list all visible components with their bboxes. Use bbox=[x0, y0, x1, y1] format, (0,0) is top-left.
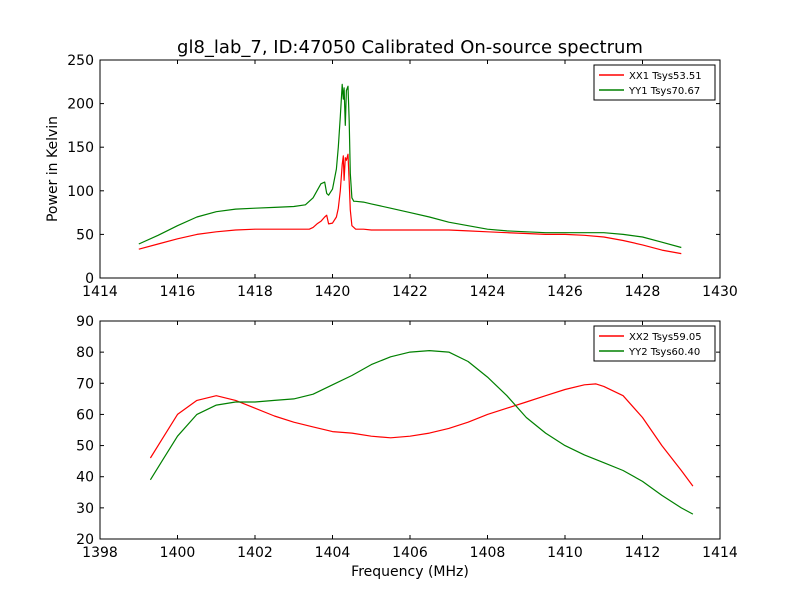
y-tick-label: 80 bbox=[76, 345, 94, 361]
series-line-yy1 bbox=[138, 83, 682, 249]
x-tick-label: 1404 bbox=[315, 545, 351, 561]
y-tick-label: 30 bbox=[76, 501, 94, 517]
legend-entry-label: YY2 Tsys60.40 bbox=[628, 347, 700, 358]
y-axis-label: Power in Kelvin bbox=[45, 116, 61, 222]
y-tick-label: 100 bbox=[67, 184, 94, 200]
x-tick-label: 1400 bbox=[160, 545, 196, 561]
x-tick-label: 1420 bbox=[315, 284, 351, 300]
bottom-spectrum-plot: 1398 1400 1402 1404 1406 1408 1410 1412 1414 20 30… bbox=[76, 314, 738, 580]
legend-box bbox=[593, 64, 716, 101]
x-tick-label: 1414 bbox=[82, 284, 118, 300]
x-tick-label: 1416 bbox=[160, 284, 196, 300]
x-tick-label: 1412 bbox=[625, 545, 661, 561]
x-tick-label: 1426 bbox=[547, 284, 583, 300]
legend-entry-label: YY1 Tsys70.67 bbox=[628, 86, 700, 97]
x-tick-label: 1406 bbox=[392, 545, 428, 561]
series-line-xx2 bbox=[149, 383, 694, 487]
series-line-yy2 bbox=[149, 350, 694, 515]
y-tick-label: 70 bbox=[76, 376, 94, 392]
y-tick-label: 50 bbox=[76, 439, 94, 455]
x-axis-label: Frequency (MHz) bbox=[351, 564, 469, 580]
x-tick-label: 1410 bbox=[547, 545, 583, 561]
legend-entry-label: XX1 Tsys53.51 bbox=[629, 71, 702, 82]
y-tick-label: 40 bbox=[76, 470, 94, 486]
legend-box bbox=[593, 325, 716, 362]
y-tick-label: 60 bbox=[76, 407, 94, 423]
y-tick-label: 200 bbox=[67, 97, 94, 113]
x-tick-label: 1422 bbox=[392, 284, 428, 300]
series-line-xx1 bbox=[138, 153, 682, 255]
x-tick-label: 1414 bbox=[702, 545, 738, 561]
y-tick-label: 150 bbox=[67, 140, 94, 156]
x-tick-label: 1402 bbox=[237, 545, 273, 561]
legend-entry-label: XX2 Tsys59.05 bbox=[629, 332, 702, 343]
x-tick-label: 1398 bbox=[82, 545, 118, 561]
y-tick-label: 50 bbox=[76, 227, 94, 243]
x-tick-label: 1408 bbox=[470, 545, 506, 561]
y-tick-label: 250 bbox=[67, 53, 94, 69]
y-tick-label: 20 bbox=[76, 532, 94, 548]
y-tick-label: 0 bbox=[85, 271, 94, 287]
x-tick-label: 1418 bbox=[237, 284, 273, 300]
x-tick-label: 1424 bbox=[470, 284, 506, 300]
chart-title: gl8_lab_7, ID:47050 Calibrated On-source… bbox=[177, 37, 643, 58]
x-tick-label: 1428 bbox=[625, 284, 661, 300]
top-spectrum-plot: 1414 1416 1418 1420 1422 1424 1426 1428 1430 0 50 1… bbox=[45, 53, 738, 300]
x-tick-label: 1430 bbox=[702, 284, 738, 300]
y-tick-label: 90 bbox=[76, 314, 94, 330]
